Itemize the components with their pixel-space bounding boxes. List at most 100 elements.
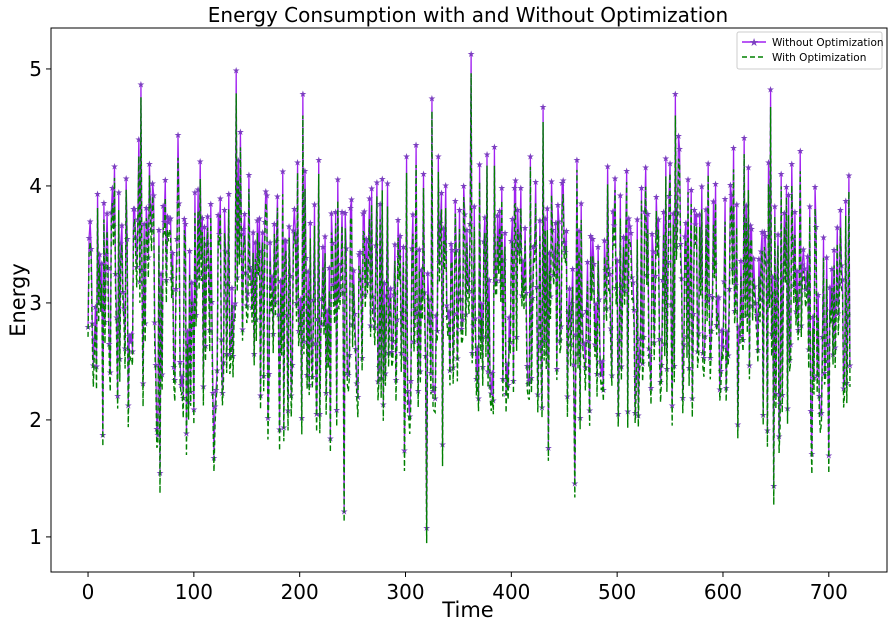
data-point-marker: ★ xyxy=(131,205,139,215)
data-point-marker: ★ xyxy=(573,156,581,166)
data-point-marker: ★ xyxy=(715,294,723,304)
data-point-marker: ★ xyxy=(562,227,570,237)
data-point-marker: ★ xyxy=(531,242,539,252)
data-point-marker: ★ xyxy=(412,141,420,151)
data-point-marker: ★ xyxy=(796,147,804,157)
data-point-marker: ★ xyxy=(476,160,484,170)
data-point-marker: ★ xyxy=(746,222,754,232)
y-tick-label: 3 xyxy=(29,291,42,315)
data-point-marker: ★ xyxy=(386,294,394,304)
data-point-marker: ★ xyxy=(554,201,562,211)
data-point-marker: ★ xyxy=(651,272,659,282)
data-point-marker: ★ xyxy=(700,354,708,364)
data-point-marker: ★ xyxy=(161,176,169,186)
data-point-marker: ★ xyxy=(87,245,95,255)
data-point-marker: ★ xyxy=(676,145,684,155)
data-point-marker: ★ xyxy=(530,243,538,253)
legend-label-without: Without Optimization xyxy=(772,37,884,49)
data-point-marker: ★ xyxy=(124,402,132,412)
data-point-marker: ★ xyxy=(255,214,263,224)
data-point-marker: ★ xyxy=(718,326,726,336)
data-point-marker: ★ xyxy=(543,205,551,215)
data-point-marker: ★ xyxy=(100,199,108,209)
data-point-marker: ★ xyxy=(447,240,455,250)
data-point-marker: ★ xyxy=(395,254,403,264)
data-point-marker: ★ xyxy=(188,279,196,289)
data-point-marker: ★ xyxy=(151,319,159,329)
data-point-marker: ★ xyxy=(740,134,748,144)
data-point-marker: ★ xyxy=(585,337,593,347)
data-point-marker: ★ xyxy=(231,300,239,310)
data-point-marker: ★ xyxy=(182,429,190,439)
data-point-marker: ★ xyxy=(738,314,746,324)
data-point-marker: ★ xyxy=(519,257,527,267)
data-point-marker: ★ xyxy=(333,406,341,416)
data-point-marker: ★ xyxy=(279,167,287,177)
data-point-marker: ★ xyxy=(580,340,588,350)
data-point-marker: ★ xyxy=(606,270,614,280)
data-point-marker: ★ xyxy=(187,388,195,398)
data-point-marker: ★ xyxy=(806,203,814,213)
data-point-marker: ★ xyxy=(467,50,475,60)
data-point-marker: ★ xyxy=(735,323,743,333)
data-point-marker: ★ xyxy=(609,208,617,218)
data-point-marker: ★ xyxy=(629,278,637,288)
data-point-marker: ★ xyxy=(130,205,138,215)
data-point-marker: ★ xyxy=(217,335,225,345)
data-point-marker: ★ xyxy=(799,245,807,255)
data-point-marker: ★ xyxy=(627,229,635,239)
data-point-marker: ★ xyxy=(400,447,408,457)
data-point-marker: ★ xyxy=(626,223,634,233)
data-point-marker: ★ xyxy=(831,344,839,354)
data-point-marker: ★ xyxy=(596,358,604,368)
data-point-marker: ★ xyxy=(344,371,352,381)
data-point-marker: ★ xyxy=(635,352,643,362)
data-point-marker: ★ xyxy=(281,236,289,246)
data-point-marker: ★ xyxy=(845,171,853,181)
data-point-marker: ★ xyxy=(321,233,329,243)
data-point-marker: ★ xyxy=(428,95,436,105)
data-point-marker: ★ xyxy=(709,197,717,207)
data-point-marker: ★ xyxy=(214,211,222,221)
data-point-marker: ★ xyxy=(726,181,734,191)
data-point-marker: ★ xyxy=(505,313,513,323)
data-point-marker: ★ xyxy=(623,167,631,177)
data-point-marker: ★ xyxy=(647,384,655,394)
data-point-marker: ★ xyxy=(604,163,612,173)
data-point-marker: ★ xyxy=(442,181,450,191)
data-point-marker: ★ xyxy=(560,238,568,248)
data-point-marker: ★ xyxy=(327,210,335,220)
data-point-marker: ★ xyxy=(592,300,600,310)
data-point-marker: ★ xyxy=(833,223,841,233)
data-point-marker: ★ xyxy=(266,238,274,248)
data-point-marker: ★ xyxy=(733,201,741,211)
data-point-marker: ★ xyxy=(426,314,434,324)
data-point-marker: ★ xyxy=(681,233,689,243)
data-point-marker: ★ xyxy=(154,431,162,441)
data-point-marker: ★ xyxy=(370,305,378,315)
data-point-marker: ★ xyxy=(300,338,308,348)
data-point-marker: ★ xyxy=(163,212,171,222)
data-point-marker: ★ xyxy=(490,143,498,153)
data-point-marker: ★ xyxy=(539,103,547,113)
data-point-marker: ★ xyxy=(548,177,556,187)
data-point-marker: ★ xyxy=(611,175,619,185)
data-point-marker: ★ xyxy=(405,398,413,408)
data-point-marker: ★ xyxy=(465,287,473,297)
data-point-marker: ★ xyxy=(684,176,692,186)
data-point-marker: ★ xyxy=(351,310,359,320)
data-point-marker: ★ xyxy=(191,188,199,198)
series-line-with-optimization xyxy=(87,73,851,544)
data-point-marker: ★ xyxy=(524,380,532,390)
data-point-marker: ★ xyxy=(403,152,411,162)
data-point-marker: ★ xyxy=(565,285,573,295)
data-point-marker: ★ xyxy=(743,311,751,321)
data-point-marker: ★ xyxy=(555,217,563,227)
x-tick-label: 500 xyxy=(598,580,636,604)
data-point-marker: ★ xyxy=(793,267,801,277)
data-point-marker: ★ xyxy=(773,276,781,286)
data-point-marker: ★ xyxy=(706,354,714,364)
data-point-marker: ★ xyxy=(196,157,204,167)
data-point-marker: ★ xyxy=(559,176,567,186)
data-point-marker: ★ xyxy=(390,291,398,301)
